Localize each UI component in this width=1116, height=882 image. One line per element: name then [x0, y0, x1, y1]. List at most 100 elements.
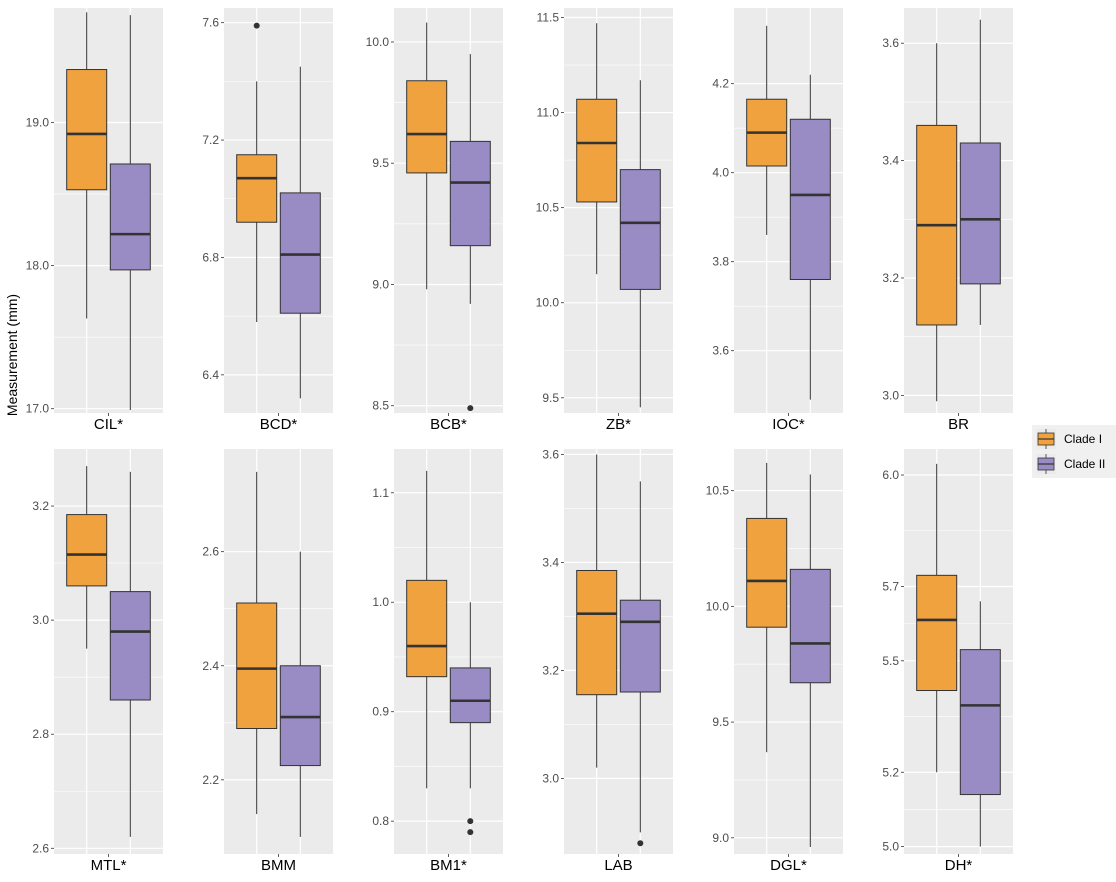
- y-tick-label: 10.5: [706, 484, 730, 498]
- panel-label: BMM: [261, 857, 296, 874]
- y-tick-label: 7.2: [202, 133, 219, 147]
- y-tick-label: 6.0: [882, 468, 899, 482]
- y-tick-label: 2.6: [202, 545, 219, 559]
- y-tick-label: 9.0: [712, 831, 729, 845]
- y-tick-label: 10.0: [706, 599, 730, 613]
- panel-label: BCD*: [260, 416, 298, 433]
- box-clade-1: [236, 471, 278, 815]
- y-tick-label: 4.0: [712, 166, 729, 180]
- box-clade-1: [406, 470, 448, 789]
- y-tick-label: 5.5: [882, 654, 899, 668]
- box-clade-1: [576, 454, 618, 768]
- y-tick-label: 9.0: [372, 277, 389, 291]
- y-tick-label: 3.6: [542, 447, 559, 461]
- box-clade-2: [959, 19, 1001, 325]
- panel-bcd: 6.4 6.8 7.2 7.6 BCD*: [202, 8, 333, 433]
- iqr-box: [66, 69, 108, 191]
- iqr-box: [619, 169, 661, 290]
- y-tick-label: 2.4: [202, 659, 219, 673]
- y-tick-label: 17.0: [26, 402, 50, 416]
- box-clade-2: [109, 471, 151, 837]
- iqr-box: [449, 140, 491, 247]
- iqr-box: [279, 192, 321, 314]
- panel-label: DGL*: [770, 857, 807, 874]
- iqr-box: [789, 118, 831, 280]
- box-clade-2: [959, 601, 1001, 847]
- iqr-box: [109, 591, 151, 701]
- box-clade-2: [789, 74, 831, 400]
- y-tick-label: 11.0: [537, 106, 560, 120]
- panel-label: MTL*: [91, 857, 127, 874]
- panel-bmm: 2.2 2.4 2.6 BMM: [202, 449, 333, 874]
- y-tick-label: 19.0: [26, 115, 50, 129]
- y-axis-title: Measurement (mm): [4, 294, 20, 416]
- y-tick-label: 18.0: [26, 259, 50, 273]
- legend: Clade I Clade II: [1032, 425, 1116, 478]
- y-tick-label: 5.0: [882, 840, 899, 854]
- panel-zb: 9.5 10.0 10.5 11.0 11.5 ZB*: [536, 8, 673, 433]
- iqr-box: [449, 667, 491, 724]
- outlier-point: [467, 829, 474, 836]
- box-clade-2: [449, 602, 491, 836]
- y-tick-label: 3.0: [542, 771, 559, 785]
- y-tick-label: 6.8: [202, 250, 219, 264]
- outlier-point: [467, 405, 474, 412]
- y-tick-label: 2.8: [32, 727, 49, 741]
- y-tick-label: 3.8: [712, 255, 729, 269]
- panel-lab: 3.0 3.2 3.4 3.6 LAB: [542, 447, 673, 874]
- panel-dh: 5.0 5.2 5.5 5.7 6.0 DH*: [882, 449, 1013, 874]
- box-clade-2: [619, 481, 661, 847]
- box-clade-2: [279, 551, 321, 837]
- y-tick-label: 0.8: [372, 814, 389, 828]
- box-clade-2: [789, 474, 831, 848]
- box-clade-1: [916, 463, 958, 773]
- panel-ioc: 3.6 3.8 4.0 4.2 IOC*: [712, 8, 843, 433]
- y-tick-label: 5.7: [882, 579, 899, 593]
- y-tick-label: 1.1: [372, 486, 389, 500]
- y-tick-label: 2.2: [202, 773, 219, 787]
- box-clade-1: [746, 25, 788, 235]
- y-tick-label: 3.0: [882, 388, 899, 402]
- legend-key-clade-2: Clade II: [1036, 454, 1105, 474]
- iqr-box: [959, 649, 1001, 796]
- panel-label: BR: [948, 416, 969, 433]
- iqr-box: [109, 163, 151, 271]
- y-tick-label: 9.5: [542, 391, 559, 405]
- panel-label: DH*: [945, 857, 973, 874]
- outlier-point: [467, 818, 474, 825]
- y-tick-label: 10.5: [536, 201, 560, 215]
- iqr-box: [959, 142, 1001, 285]
- iqr-box: [916, 574, 958, 692]
- y-tick-label: 7.6: [202, 16, 219, 30]
- iqr-box: [746, 517, 788, 628]
- panel-bm1: 0.8 0.9 1.0 1.1 BM1*: [372, 449, 503, 874]
- outlier-point: [253, 22, 260, 29]
- y-tick-label: 2.6: [32, 841, 49, 855]
- panel-label: CIL*: [94, 416, 123, 433]
- box-clade-1: [66, 466, 108, 649]
- y-tick-label: 6.4: [202, 368, 219, 382]
- y-tick-label: 9.5: [712, 715, 729, 729]
- y-tick-label: 1.0: [372, 595, 389, 609]
- panel-label: BM1*: [430, 857, 467, 874]
- box-clade-1: [746, 462, 788, 753]
- outlier-point: [637, 840, 644, 847]
- y-tick-label: 8.5: [372, 399, 389, 413]
- y-tick-label: 0.9: [372, 705, 389, 719]
- iqr-box: [406, 80, 448, 174]
- iqr-box: [619, 599, 661, 693]
- y-tick-label: 3.2: [882, 271, 899, 285]
- box-clade-2: [279, 66, 321, 399]
- box-clade-2: [109, 15, 151, 411]
- panel-cil: 17.0 18.0 19.0 CIL*: [26, 8, 163, 433]
- iqr-box: [789, 568, 831, 684]
- y-tick-label: 9.5: [372, 156, 389, 170]
- iqr-box: [576, 98, 618, 203]
- box-clade-2: [619, 80, 661, 408]
- panel-mtl: 2.6 2.8 3.0 3.2 MTL*: [32, 449, 163, 874]
- y-tick-label: 11.5: [537, 11, 560, 25]
- iqr-box: [236, 602, 278, 730]
- y-tick-label: 10.0: [366, 35, 390, 49]
- panel-label: LAB: [604, 857, 632, 874]
